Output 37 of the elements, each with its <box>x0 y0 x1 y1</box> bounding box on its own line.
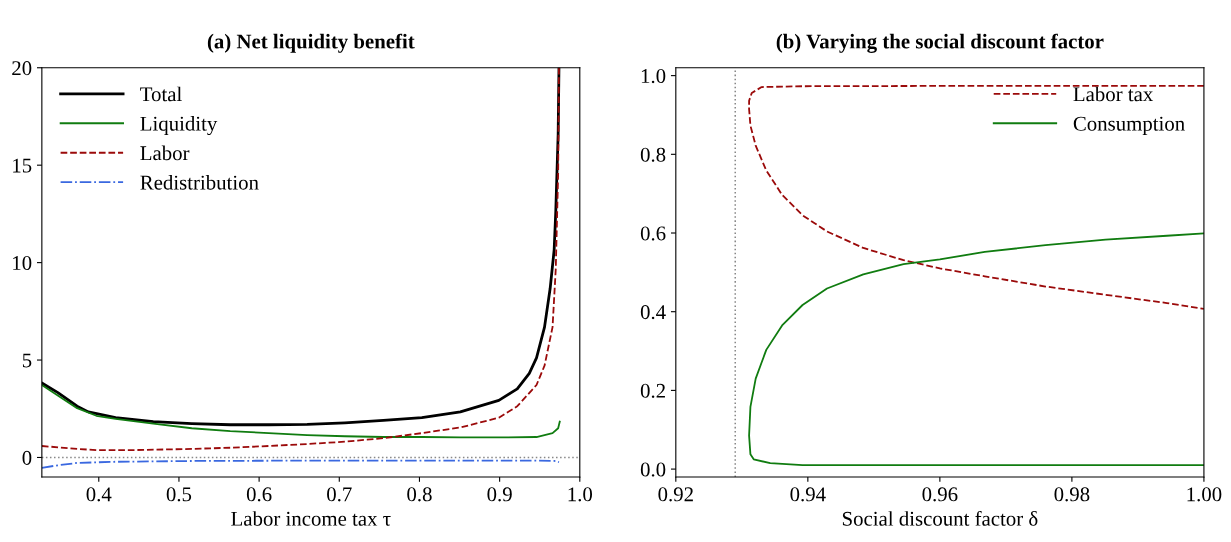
x-tick-label: 0.94 <box>790 487 826 502</box>
x-tick-label: 0.4 <box>86 487 112 502</box>
x-tick-label: 0.7 <box>327 487 352 502</box>
x-tick-label: 0.8 <box>407 487 432 502</box>
x-tick-label: 1.0 <box>568 487 593 502</box>
x-axis-title: Labor income tax τ <box>231 511 391 526</box>
legend-label: Consumption <box>1073 116 1185 135</box>
y-tick-label: 15 <box>13 158 32 173</box>
y-tick-label: 5 <box>22 353 32 368</box>
line-series <box>748 84 1204 310</box>
x-tick-label: 0.98 <box>1054 487 1090 502</box>
line-series <box>41 459 560 469</box>
x-tick-label: 0.9 <box>487 487 512 502</box>
legend-label: Redistribution <box>140 175 259 190</box>
y-tick-label: 20 <box>12 61 32 76</box>
y-tick-label: 0.0 <box>640 462 666 477</box>
line-series <box>41 384 561 439</box>
chart-title: (a) Net liquidity benefit <box>207 33 415 53</box>
x-tick-label: 0.92 <box>658 487 693 502</box>
x-tick-label: 1.00 <box>1187 487 1222 502</box>
y-tick-label: 10 <box>13 255 32 271</box>
y-tick-label: 0.8 <box>640 147 666 162</box>
y-tick-label: 0.2 <box>640 383 665 398</box>
x-tick-label: 0.5 <box>166 487 192 502</box>
x-tick-label: 0.6 <box>246 487 272 502</box>
y-tick-label: 0.4 <box>640 305 666 320</box>
y-tick-label: 0 <box>22 450 32 465</box>
y-tick-label: 0.6 <box>640 226 666 241</box>
legend-label: Total <box>140 86 182 102</box>
legend-label: Liquidity <box>140 116 218 136</box>
legend-label: Labor <box>140 145 190 161</box>
x-tick-label: 0.96 <box>922 487 958 502</box>
x-axis-title: Social discount factor δ <box>842 510 1038 526</box>
chart-title: (b) Varying the social discount factor <box>776 33 1104 53</box>
legend-label: Labor tax <box>1073 86 1154 102</box>
y-tick-label: 1.0 <box>641 68 666 84</box>
line-series <box>748 232 1204 467</box>
